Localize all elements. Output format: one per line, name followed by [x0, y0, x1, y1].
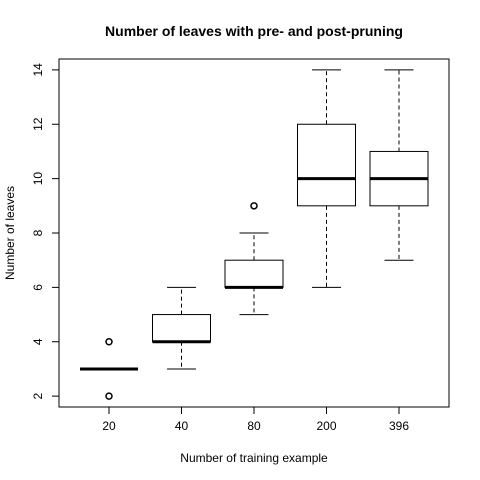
y-tick-label: 14: [31, 63, 45, 77]
box-iqr: [297, 123, 356, 207]
x-tick-label: 80: [247, 419, 261, 433]
outlier-point: [250, 202, 258, 210]
y-tick-label: 12: [31, 117, 45, 131]
y-tick-label: 6: [31, 284, 45, 291]
y-axis: 2 4 6 8 10 12 14: [31, 63, 59, 399]
y-tick-label: 8: [31, 229, 45, 236]
box-group-40: [152, 286, 211, 370]
box-iqr: [152, 314, 211, 343]
box-group-200: [297, 69, 356, 288]
outlier-point: [105, 392, 113, 400]
y-tick-label: 10: [31, 172, 45, 186]
y-axis-label: Number of leaves: [3, 186, 17, 280]
x-tick-label: 200: [316, 419, 336, 433]
x-tick-label: 396: [389, 419, 409, 433]
box-group-396: [369, 69, 429, 261]
y-tick-label: 4: [31, 338, 45, 345]
x-tick-label: 20: [102, 419, 116, 433]
box-group-80: [224, 202, 284, 316]
x-tick-label: 40: [175, 419, 189, 433]
x-axis-label: Number of training example: [180, 451, 328, 465]
box-series: [80, 69, 429, 400]
box-group-20: [80, 338, 138, 400]
outlier-point: [105, 338, 113, 346]
x-axis: 20 40 80 200 396: [102, 407, 409, 433]
chart-title: Number of leaves with pre- and post-prun…: [105, 23, 403, 39]
box-iqr: [224, 259, 284, 288]
y-tick-label: 2: [31, 392, 45, 399]
